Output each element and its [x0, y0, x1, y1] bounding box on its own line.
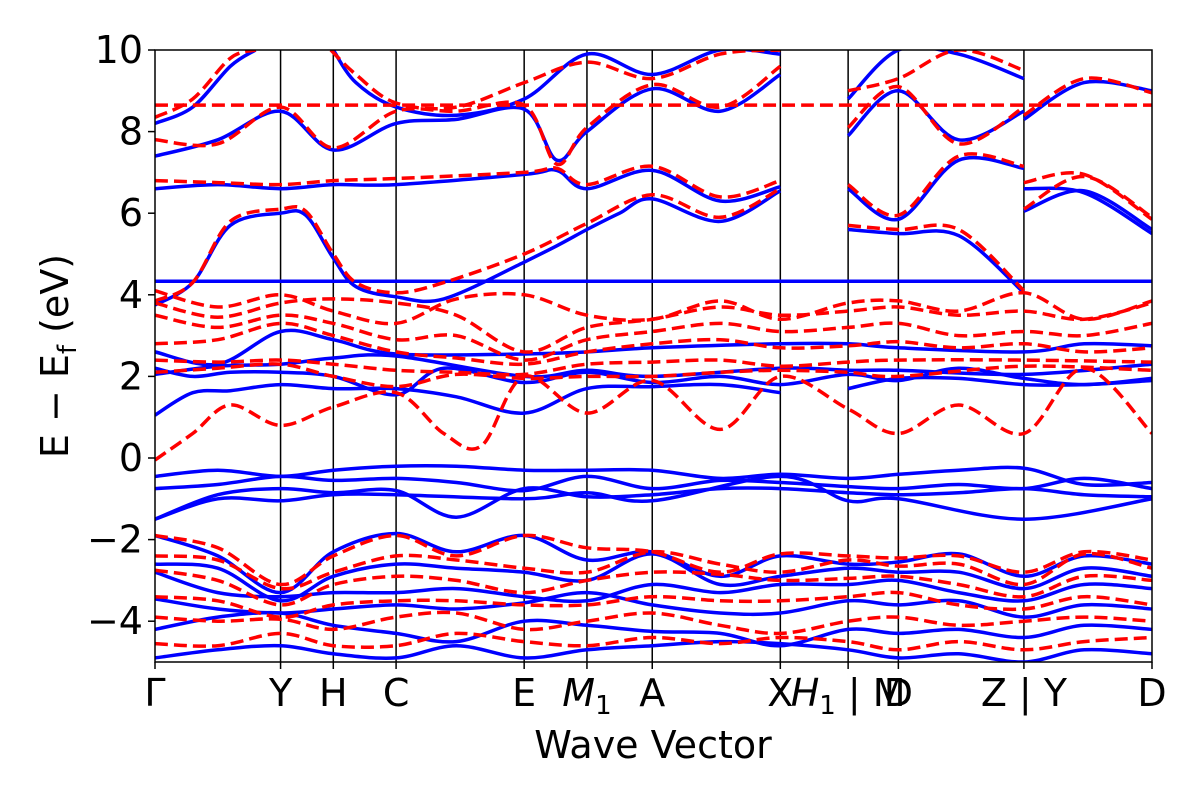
dashed-red-band-14	[1022, 174, 1152, 219]
x-tick-label-8: H1 | M	[791, 671, 906, 721]
x-tick-label-4: E	[512, 671, 536, 715]
x-tick-label-0: Γ	[144, 671, 165, 715]
y-tick-label-1: 8	[119, 110, 143, 154]
solid-blue-band-17	[155, 50, 257, 126]
dashed-red-band-47	[155, 568, 1152, 607]
dashed-red-band-20	[329, 50, 781, 111]
dashed-red-band-10	[847, 152, 1025, 218]
dashed-red-band-22	[846, 84, 1025, 146]
dashed-red-band-6	[847, 223, 1026, 292]
x-tick-label-7: X	[767, 671, 793, 715]
dashed-red-band-34	[155, 313, 1152, 362]
x-tick-label-5: M1	[562, 671, 611, 721]
solid-blue-band-39	[155, 463, 1152, 487]
solid-blue-band-50	[155, 590, 1152, 619]
y-axis-label-unit: (eV)	[33, 254, 77, 345]
y-tick-label-0: 10	[95, 28, 143, 72]
x-tick-label-1: Y	[268, 671, 293, 715]
solid-blue-band-48	[155, 570, 1152, 604]
solid-blue-band-27	[155, 328, 1152, 367]
dashed-red-band-26	[1022, 76, 1152, 117]
dashed-red-band-35	[155, 321, 1152, 367]
dashed-red-band-12	[1023, 171, 1152, 221]
solid-blue-band-5	[847, 227, 1026, 295]
x-tick-label-10: Z | Y	[981, 671, 1068, 716]
solid-blue-band-3	[523, 189, 782, 264]
solid-blue-band-11	[1023, 186, 1152, 236]
y-axis-label-main: E − E	[33, 354, 77, 458]
solid-blue-band-41	[155, 486, 1152, 521]
y-axis-label-subscript: f	[53, 344, 83, 354]
plot-frame	[154, 49, 1153, 663]
dashed-red-band-36	[155, 358, 1152, 377]
solid-blue-band-7	[155, 167, 781, 204]
solid-blue-band-54	[155, 639, 1152, 662]
dashed-red-band-8	[155, 164, 781, 199]
dashed-red-band-53	[155, 631, 1152, 652]
y-tick-label-4: 2	[119, 354, 143, 398]
x-tick-label-3: C	[383, 671, 410, 715]
x-tick-label-2: H	[319, 671, 348, 715]
solid-blue-band-19	[331, 50, 781, 118]
dashed-red-band-16	[155, 64, 782, 167]
y-axis-label: E − Ef (eV)	[33, 254, 83, 458]
dashed-red-band-33	[155, 297, 1152, 354]
solid-blue-band-46	[155, 552, 1152, 603]
y-tick-label-7: −4	[87, 599, 143, 643]
solid-blue-band-52	[155, 610, 1152, 648]
y-axis-ticks: 10 8 6 4 2 0 −2 −4	[87, 28, 155, 643]
dashed-red-band-43	[155, 533, 1152, 587]
y-tick-label-5: 0	[119, 436, 143, 480]
dashed-red-band-4	[155, 187, 782, 303]
band-lines	[155, 50, 1152, 662]
solid-blue-band-23	[846, 50, 1025, 101]
solid-blue-band-42	[155, 474, 1152, 521]
x-axis-label: Wave Vector	[534, 723, 772, 767]
solid-blue-band-31	[847, 375, 1152, 391]
solid-blue-band-13	[1023, 188, 1152, 232]
x-tick-label-6: A	[639, 671, 665, 715]
x-tick-label-11: D	[1137, 671, 1166, 715]
dashed-red-band-38	[155, 366, 1152, 462]
dashed-red-band-45	[155, 550, 1152, 591]
dashed-red-band-24	[847, 50, 1025, 93]
dashed-red-band-51	[155, 610, 1152, 636]
y-tick-label-6: −2	[87, 518, 143, 562]
solid-blue-band-40	[155, 474, 1152, 493]
dashed-red-band-37	[155, 362, 1152, 389]
y-tick-label-2: 6	[119, 191, 143, 235]
dashed-red-band-18	[155, 50, 257, 119]
solid-blue-band-9	[847, 155, 1025, 222]
solid-blue-band-30	[155, 382, 781, 417]
x-tick-label-9: D	[884, 671, 913, 715]
dashed-red-band-49	[155, 590, 1152, 619]
y-tick-label-3: 4	[119, 273, 143, 317]
